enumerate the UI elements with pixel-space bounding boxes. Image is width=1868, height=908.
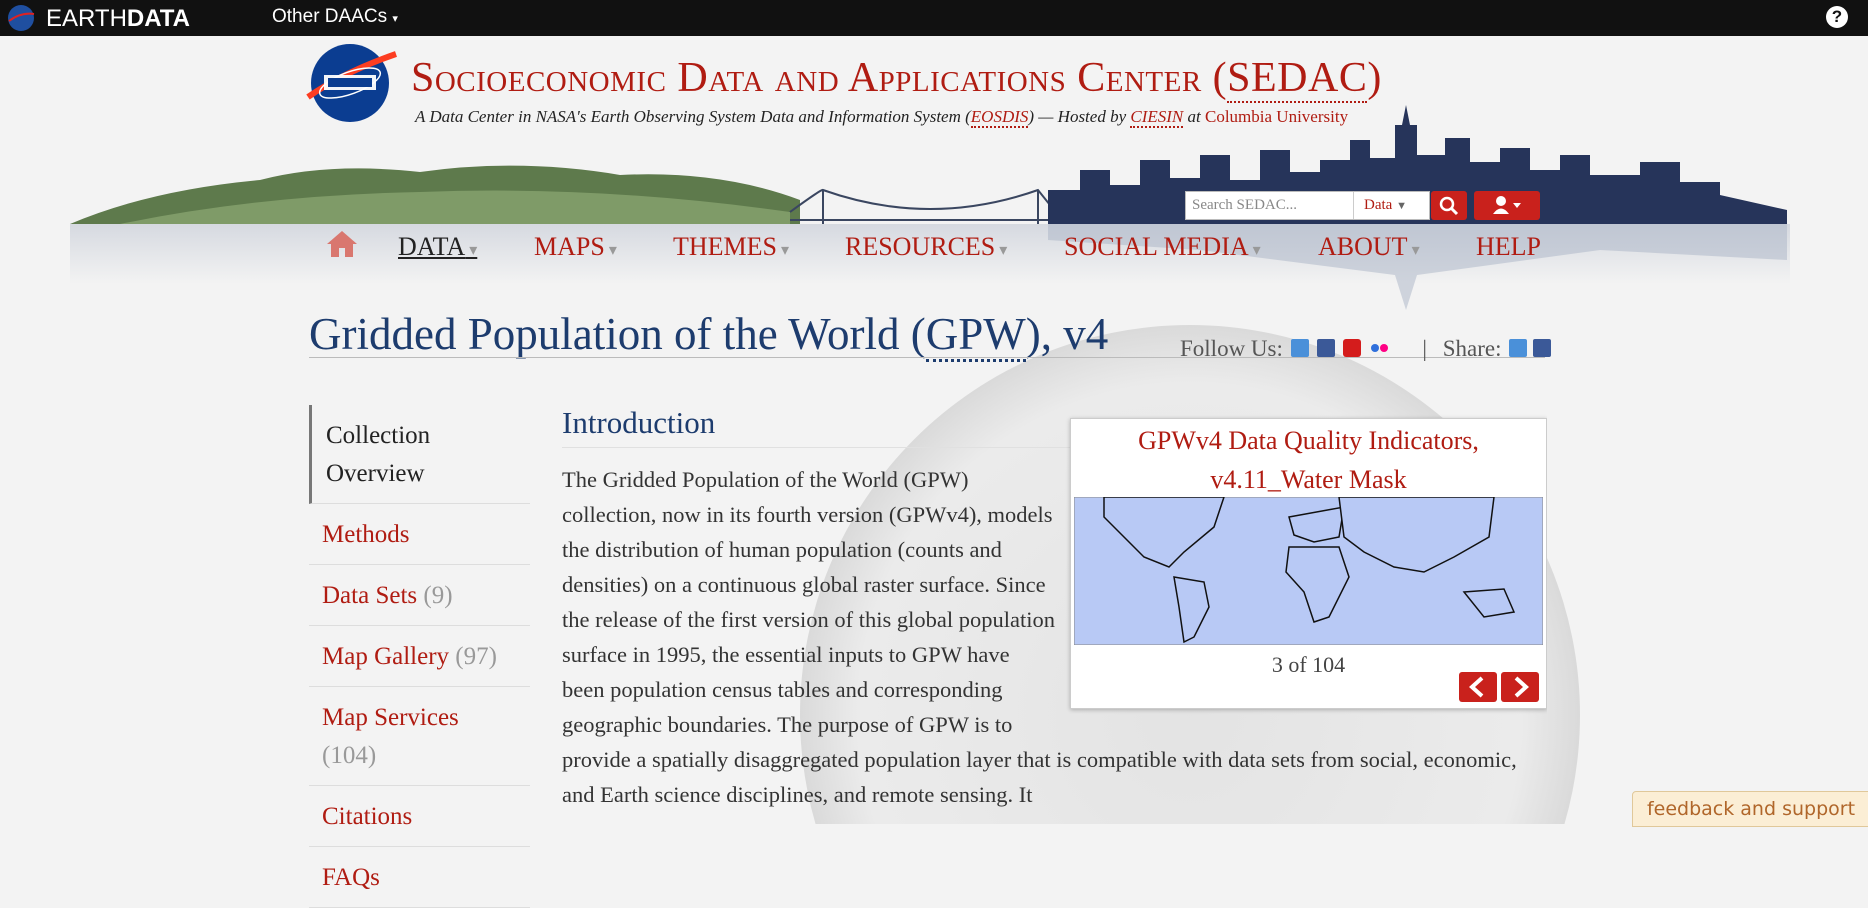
subtitle-mid: ) — Hosted by xyxy=(1028,107,1131,126)
eosdis-abbr[interactable]: EOSDIS xyxy=(970,107,1029,128)
sidebar-count: (97) xyxy=(455,643,497,670)
page-title-end: ), v4 xyxy=(1025,309,1109,359)
ciesin-abbr[interactable]: CIESIN xyxy=(1130,107,1184,128)
social-bar: Follow Us: | Share: xyxy=(1180,336,1555,362)
search-scope[interactable]: Data ▼ xyxy=(1353,192,1430,219)
sidebar-item[interactable]: Map Services (104) xyxy=(309,687,530,786)
sidebar-label: Methods xyxy=(322,521,410,548)
sidebar-item[interactable]: Map Gallery (97) xyxy=(309,626,530,687)
nav-item[interactable]: SOCIAL MEDIA xyxy=(1064,232,1261,262)
follow-icons[interactable] xyxy=(1289,338,1407,358)
title-rule xyxy=(309,357,1545,358)
slide-counter: 3 of 104 xyxy=(1271,652,1346,677)
slide-map[interactable] xyxy=(1074,497,1543,645)
nav-item[interactable]: THEMES xyxy=(673,232,789,262)
brand-bold: DATA xyxy=(126,5,190,32)
user-button[interactable] xyxy=(1474,191,1540,220)
sidebar-item[interactable]: FAQs xyxy=(309,847,530,908)
intro-heading: Introduction xyxy=(562,405,1547,448)
sidebar-label: FAQs xyxy=(322,864,380,891)
search-button[interactable] xyxy=(1431,191,1467,220)
title-abbr: SEDAC xyxy=(1227,55,1368,103)
sidebar-label: Data Sets xyxy=(322,582,418,609)
page-title: Gridded Population of the World (GPW), v… xyxy=(309,308,1109,362)
separator: | xyxy=(1422,336,1427,361)
subtitle-at: at xyxy=(1183,107,1205,126)
sidebar-item[interactable]: Data Sets (9) xyxy=(309,565,530,626)
sidebar-label: Map Services xyxy=(322,704,459,731)
site-subtitle: A Data Center in NASA's Earth Observing … xyxy=(415,107,1349,128)
next-button[interactable] xyxy=(1501,672,1539,702)
nasa-small-logo xyxy=(8,5,35,31)
skyline-banner xyxy=(70,105,1790,310)
help-icon[interactable]: ? xyxy=(1826,6,1848,28)
nav-item[interactable]: HELP xyxy=(1476,232,1541,261)
earthdata-brand[interactable]: EARTHDATA xyxy=(46,5,190,33)
slide-title[interactable]: GPWv4 Data Quality Indicators, v4.11_Wat… xyxy=(1138,426,1479,494)
title-end: ) xyxy=(1367,55,1382,101)
site-title[interactable]: Socioeconomic Data and Applications Cent… xyxy=(411,54,1382,103)
scope-label: Data xyxy=(1364,197,1393,213)
home-icon[interactable] xyxy=(325,229,359,259)
search-box: Search SEDAC... Data ▼ xyxy=(1185,191,1430,220)
sidebar: Collection Overview Methods Data Sets (9) M… xyxy=(309,405,530,908)
sidebar-count: (104) xyxy=(322,742,377,769)
intro-text: The Gridded Population of the World (GPW… xyxy=(562,467,1517,807)
sidebar-count: (9) xyxy=(423,582,453,609)
search-input[interactable]: Search SEDAC... xyxy=(1192,197,1297,213)
nav-item[interactable]: DATA xyxy=(398,232,477,262)
feedback-button[interactable]: feedback and support xyxy=(1632,791,1868,827)
nasa-logo xyxy=(306,44,397,122)
title-start: Socioeconomic Data and Applications Cent… xyxy=(411,55,1228,101)
content: Introduction GPWv4 Data Quality Indicato… xyxy=(562,405,1547,824)
daacs-menu[interactable]: Other DAACs ▾ xyxy=(272,6,398,27)
daacs-label: Other DAACs xyxy=(272,6,388,27)
sidebar-item[interactable]: Citations xyxy=(309,786,530,847)
page: SEDAC GPW v4 { "earthdata_bar": {"brand_… xyxy=(0,0,1868,824)
page-body: EARTHDATA Other DAACs ▾ ? Socioeconomic … xyxy=(0,0,1868,824)
slideshow: GPWv4 Data Quality Indicators, v4.11_Wat… xyxy=(1070,418,1547,709)
sidebar-item[interactable]: Methods xyxy=(309,504,530,565)
sidebar-label: Map Gallery xyxy=(322,643,450,670)
share-icons[interactable] xyxy=(1507,338,1555,358)
sidebar-label: Citations xyxy=(322,803,413,830)
sidebar-label: Collection Overview xyxy=(326,422,431,487)
sidebar-item[interactable]: Collection Overview xyxy=(309,405,530,504)
page-title-abbr: GPW xyxy=(925,309,1026,362)
nav-item[interactable]: ABOUT xyxy=(1318,232,1420,262)
prev-button[interactable] xyxy=(1459,672,1497,702)
brand-light: EARTH xyxy=(46,5,127,32)
columbia-link[interactable]: Columbia University xyxy=(1205,107,1349,126)
share-label: Share: xyxy=(1442,336,1502,361)
earthdata-bar: EARTHDATA Other DAACs ▾ ? xyxy=(0,0,1868,36)
page-title-start: Gridded Population of the World ( xyxy=(309,309,926,359)
subtitle-start: A Data Center in NASA's Earth Observing … xyxy=(415,107,971,126)
follow-label: Follow Us: xyxy=(1180,336,1283,361)
nav-item[interactable]: RESOURCES xyxy=(845,232,1007,262)
nav-item[interactable]: MAPS xyxy=(534,232,617,262)
